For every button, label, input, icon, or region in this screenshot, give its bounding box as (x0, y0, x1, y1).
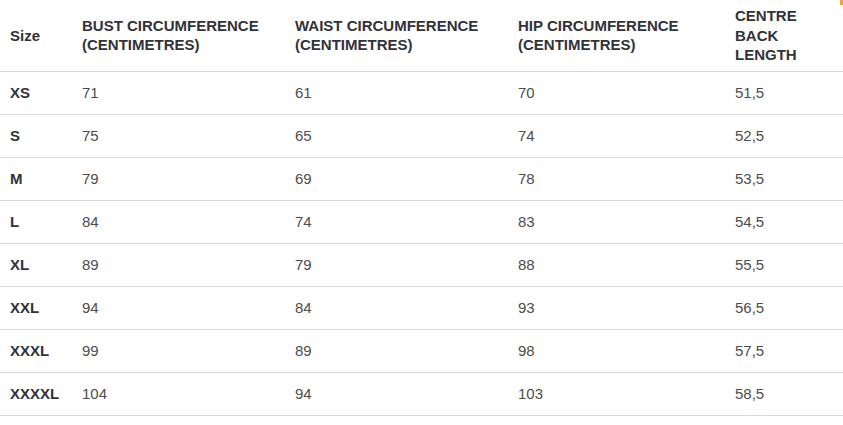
table-row: S 75 65 74 52,5 (0, 114, 843, 157)
table-row: XS 71 61 70 51,5 (0, 71, 843, 114)
hip-value: 74 (518, 114, 735, 157)
bust-value: 75 (82, 114, 295, 157)
waist-value: 74 (295, 200, 518, 243)
waist-value: 89 (295, 329, 518, 372)
size-label: XXL (0, 286, 82, 329)
centre-back-value: 53,5 (735, 157, 843, 200)
bust-value: 89 (82, 243, 295, 286)
table-row: XXL 94 84 93 56,5 (0, 286, 843, 329)
size-label: L (0, 200, 82, 243)
waist-value: 65 (295, 114, 518, 157)
bust-value: 94 (82, 286, 295, 329)
size-chart-table: Size BUST CIRCUMFERENCE (CENTIMETRES) WA… (0, 0, 843, 416)
header-row: Size BUST CIRCUMFERENCE (CENTIMETRES) WA… (0, 0, 843, 71)
size-label: XS (0, 71, 82, 114)
hip-value: 98 (518, 329, 735, 372)
column-header-bust: BUST CIRCUMFERENCE (CENTIMETRES) (82, 0, 295, 71)
table-header: Size BUST CIRCUMFERENCE (CENTIMETRES) WA… (0, 0, 843, 71)
size-label: M (0, 157, 82, 200)
bust-value: 84 (82, 200, 295, 243)
column-header-size: Size (0, 0, 82, 71)
table-row: XL 89 79 88 55,5 (0, 243, 843, 286)
bust-value: 104 (82, 372, 295, 415)
table-row: XXXXL 104 94 103 58,5 (0, 372, 843, 415)
column-header-waist: WAIST CIRCUMFERENCE (CENTIMETRES) (295, 0, 518, 71)
table-body: XS 71 61 70 51,5 S 75 65 74 52,5 M 79 69… (0, 71, 843, 415)
size-label: XXXXL (0, 372, 82, 415)
hip-value: 103 (518, 372, 735, 415)
size-label: XXXL (0, 329, 82, 372)
table-row: XXXL 99 89 98 57,5 (0, 329, 843, 372)
column-header-hip: HIP CIRCUMFERENCE (CENTIMETRES) (518, 0, 735, 71)
bust-value: 99 (82, 329, 295, 372)
bust-value: 79 (82, 157, 295, 200)
centre-back-value: 58,5 (735, 372, 843, 415)
waist-value: 79 (295, 243, 518, 286)
hip-value: 78 (518, 157, 735, 200)
table-row: L 84 74 83 54,5 (0, 200, 843, 243)
waist-value: 94 (295, 372, 518, 415)
table-row: M 79 69 78 53,5 (0, 157, 843, 200)
column-header-centre-back: CENTRE BACK LENGTH (735, 0, 843, 71)
centre-back-value: 55,5 (735, 243, 843, 286)
waist-value: 69 (295, 157, 518, 200)
centre-back-value: 51,5 (735, 71, 843, 114)
size-chart-page: Size BUST CIRCUMFERENCE (CENTIMETRES) WA… (0, 0, 843, 425)
centre-back-value: 54,5 (735, 200, 843, 243)
hip-value: 70 (518, 71, 735, 114)
hip-value: 83 (518, 200, 735, 243)
hip-value: 93 (518, 286, 735, 329)
centre-back-value: 56,5 (735, 286, 843, 329)
waist-value: 84 (295, 286, 518, 329)
hip-value: 88 (518, 243, 735, 286)
size-label: S (0, 114, 82, 157)
waist-value: 61 (295, 71, 518, 114)
bust-value: 71 (82, 71, 295, 114)
centre-back-value: 57,5 (735, 329, 843, 372)
centre-back-value: 52,5 (735, 114, 843, 157)
size-label: XL (0, 243, 82, 286)
